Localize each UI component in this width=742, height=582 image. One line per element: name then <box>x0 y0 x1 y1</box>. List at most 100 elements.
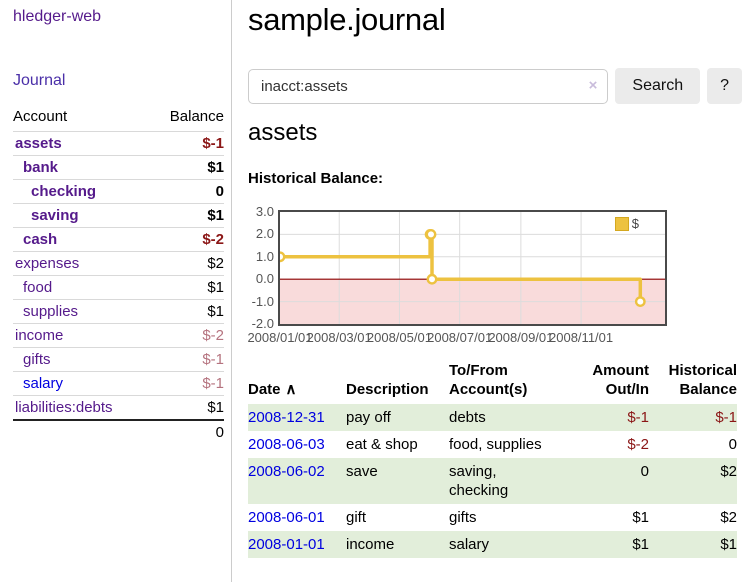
y-axis-tick-label: 0.0 <box>255 271 274 287</box>
search-help-button[interactable]: ? <box>707 68 742 104</box>
transaction-amount: 0 <box>564 458 649 504</box>
legend-label: $ <box>631 216 639 231</box>
transaction-balance: $2 <box>649 458 737 504</box>
register-col-amount-line1: Amount <box>592 362 649 379</box>
account-link-assets[interactable]: assets <box>15 135 62 152</box>
account-row: gifts $-1 <box>13 347 224 372</box>
chart-plot-area[interactable]: $ <box>274 210 667 326</box>
y-axis-tick-label: 3.0 <box>255 204 274 219</box>
register-header-row: Date ∧ Description To/From Account(s) Amo… <box>248 359 737 404</box>
transaction-description: eat & shop <box>346 436 418 453</box>
register-col-amount: Amount Out/In <box>564 359 649 404</box>
transaction-date-link[interactable]: 2008-01-01 <box>248 536 325 553</box>
x-axis-tick-label: 2008/09/01 <box>488 330 554 345</box>
search-input[interactable] <box>248 68 609 104</box>
transaction-balance: $-1 <box>649 404 737 431</box>
account-link-supplies[interactable]: supplies <box>23 303 79 320</box>
accounts-table: Account Balance assets $-1 bank $1 checking 0… <box>13 104 224 444</box>
transaction-amount: $1 <box>632 509 649 526</box>
sidebar: hledger-web Journal Account Balance asse… <box>0 0 232 582</box>
account-balance: 0 <box>149 179 224 204</box>
account-balance: $1 <box>149 275 224 300</box>
historical-balance-chart[interactable]: $ 3.0 2.0 1.0 0.0 -1.0 -2.0 2008/01/01 2008/03/… <box>238 202 675 345</box>
account-link-liabilities-debts[interactable]: liabilities:debts <box>15 399 113 416</box>
account-row: liabilities:debts $1 <box>13 395 224 420</box>
transaction-amount: $-2 <box>627 436 649 453</box>
transaction-description: save <box>346 458 449 504</box>
y-axis-tick-label: 1.0 <box>255 248 274 264</box>
account-link-bank[interactable]: bank <box>23 159 59 176</box>
account-heading: assets <box>248 119 318 146</box>
search-box: × <box>248 68 609 104</box>
account-balance: $-1 <box>149 131 224 156</box>
register-col-accounts-line2: Account(s) <box>449 381 528 398</box>
sort-ascending-icon: ∧ <box>285 381 297 398</box>
account-link-expenses[interactable]: expenses <box>15 255 80 272</box>
account-row: cash $-2 <box>13 227 224 252</box>
x-axis-tick-label: 2008/05/01 <box>366 330 432 345</box>
x-axis-tick-label: 2008/03/01 <box>306 330 372 345</box>
transaction-date-link[interactable]: 2008-06-03 <box>248 436 325 453</box>
register-col-balance-line2: Balance <box>679 381 737 398</box>
chart-legend: $ <box>612 215 641 232</box>
search-button[interactable]: Search <box>615 68 701 104</box>
legend-swatch-icon <box>614 216 629 231</box>
account-row: assets $-1 <box>13 131 224 156</box>
account-balance: $1 <box>149 203 224 228</box>
accounts-total-spacer <box>13 419 150 444</box>
nav-journal-link[interactable]: Journal <box>13 72 66 89</box>
account-link-salary[interactable]: salary <box>23 375 64 392</box>
account-balance: $1 <box>149 395 224 420</box>
register-col-balance-line1: Historical <box>668 362 737 379</box>
account-link-cash[interactable]: cash <box>23 231 58 248</box>
transaction-balance: $2 <box>720 509 737 526</box>
transaction-date-link[interactable]: 2008-06-02 <box>248 463 325 480</box>
account-balance: $-2 <box>149 323 224 348</box>
transaction-balance: 0 <box>728 436 737 453</box>
y-axis-tick-label: 2.0 <box>255 226 274 242</box>
account-link-gifts[interactable]: gifts <box>23 351 51 368</box>
accounts-header-row: Account Balance <box>13 104 224 132</box>
transaction-accounts: saving, checking <box>449 458 564 504</box>
account-link-checking[interactable]: checking <box>31 183 97 200</box>
chart-canvas <box>274 212 665 324</box>
account-balance: $2 <box>149 251 224 276</box>
account-row: saving $1 <box>13 203 224 228</box>
accounts-col-balance: Balance <box>169 108 224 125</box>
x-axis-tick-label: 2008/07/01 <box>427 330 493 345</box>
register-col-accounts: To/From Account(s) <box>449 359 564 404</box>
transaction-balance: $1 <box>649 531 737 558</box>
main-content: sample.journal × Search ? assets Histori… <box>247 0 742 582</box>
app-title-link[interactable]: hledger-web <box>13 8 102 25</box>
register-col-date[interactable]: Date ∧ <box>248 359 346 404</box>
register-col-description: Description <box>346 359 449 404</box>
transaction-description: income <box>346 531 449 558</box>
account-link-income[interactable]: income <box>15 327 64 344</box>
account-balance: $-2 <box>149 227 224 252</box>
clear-search-icon[interactable]: × <box>588 76 598 94</box>
account-balance: $1 <box>149 155 224 180</box>
accounts-total-row: 0 <box>13 419 224 444</box>
account-link-food[interactable]: food <box>23 279 53 296</box>
search-form: × Search ? <box>248 68 742 104</box>
account-row: supplies $1 <box>13 299 224 324</box>
account-link-saving[interactable]: saving <box>31 207 79 224</box>
y-axis-tick-label: -1.0 <box>251 293 274 309</box>
register-table: Date ∧ Description To/From Account(s) Amo… <box>248 359 737 558</box>
transaction-date-link[interactable]: 2008-12-31 <box>248 409 325 426</box>
account-balance: $-1 <box>149 371 224 396</box>
transaction-accounts: food, supplies <box>449 436 542 453</box>
account-row: food $1 <box>13 275 224 300</box>
transaction-accounts: gifts <box>449 509 477 526</box>
chart-title: Historical Balance: <box>248 170 384 187</box>
account-row: checking 0 <box>13 179 224 204</box>
register-col-balance: Historical Balance <box>649 359 737 404</box>
register-col-amount-line2: Out/In <box>605 381 649 398</box>
account-row: income $-2 <box>13 323 224 348</box>
transaction-date-link[interactable]: 2008-06-01 <box>248 509 325 526</box>
transaction-description: pay off <box>346 404 449 431</box>
account-row: bank $1 <box>13 155 224 180</box>
register-col-accounts-line1: To/From <box>449 362 508 379</box>
transaction-description: gift <box>346 509 367 526</box>
